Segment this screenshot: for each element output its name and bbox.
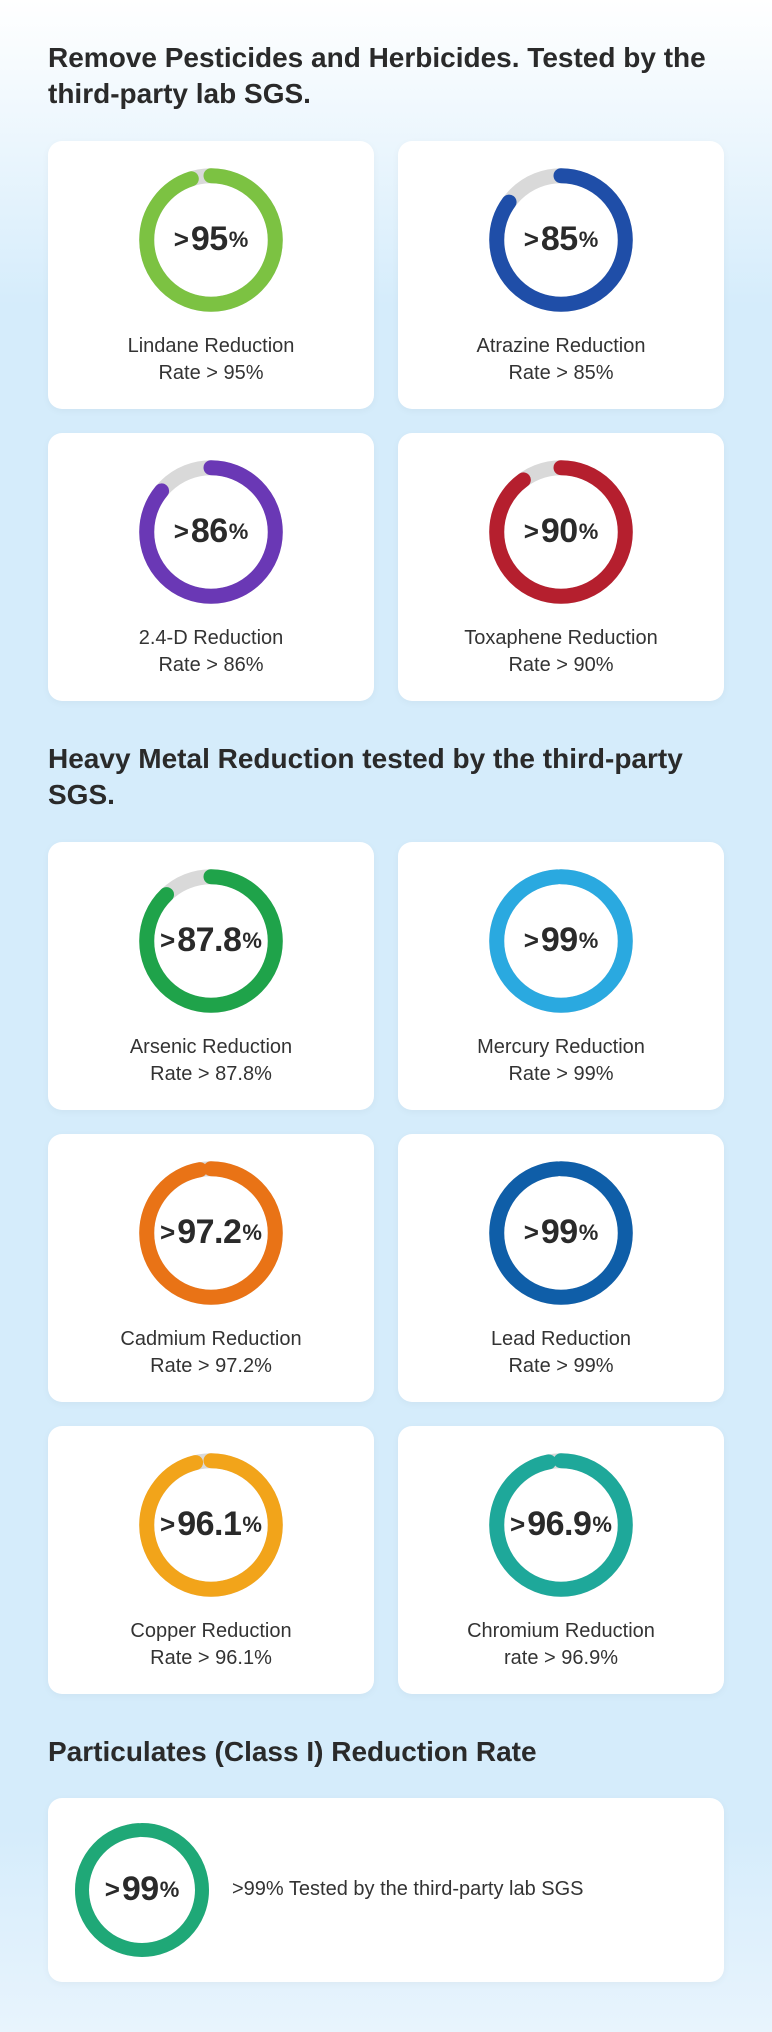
- donut-center-label: >99%: [486, 1158, 636, 1308]
- metric-card: >97.2% Cadmium Reduction Rate > 97.2%: [48, 1134, 374, 1402]
- donut-chart: >96.9%: [486, 1450, 636, 1600]
- donut-chart: >99%: [486, 866, 636, 1016]
- donut-chart: >90%: [486, 457, 636, 607]
- metric-name: Cadmium Reduction: [120, 1326, 301, 1353]
- metric-rate: Rate > 95%: [158, 360, 263, 387]
- metric-name: Copper Reduction: [130, 1618, 291, 1645]
- metric-rate: Rate > 97.2%: [150, 1353, 272, 1380]
- metric-rate: Rate > 96.1%: [150, 1645, 272, 1672]
- metric-card: >85% Atrazine Reduction Rate > 85%: [398, 141, 724, 409]
- donut-center-label: >95%: [136, 165, 286, 315]
- donut-value: 99: [122, 1870, 159, 1909]
- donut-value: 87.8: [177, 921, 241, 960]
- donut-center-label: >87.8%: [136, 866, 286, 1016]
- donut-value: 85: [541, 220, 578, 259]
- metric-card: >87.8% Arsenic Reduction Rate > 87.8%: [48, 842, 374, 1110]
- donut-value: 99: [541, 921, 578, 960]
- metric-rate: Rate > 86%: [158, 652, 263, 679]
- donut-center-label: >90%: [486, 457, 636, 607]
- metric-rate: Rate > 99%: [508, 1353, 613, 1380]
- donut-chart: >95%: [136, 165, 286, 315]
- donut-value: 96.9: [527, 1505, 591, 1544]
- donut-chart: >96.1%: [136, 1450, 286, 1600]
- donut-chart: >87.8%: [136, 866, 286, 1016]
- donut-chart: >99%: [72, 1820, 212, 1960]
- metric-name: Arsenic Reduction: [130, 1034, 292, 1061]
- metric-name: Chromium Reduction: [467, 1618, 655, 1645]
- metric-rate: Rate > 87.8%: [150, 1061, 272, 1088]
- metric-card: >96.9% Chromium Reduction rate > 96.9%: [398, 1426, 724, 1694]
- donut-chart: >99%: [486, 1158, 636, 1308]
- metric-card: >86% 2.4-D Reduction Rate > 86%: [48, 433, 374, 701]
- metric-card: >90% Toxaphene Reduction Rate > 90%: [398, 433, 724, 701]
- donut-value: 97.2: [177, 1213, 241, 1252]
- metric-name: 2.4-D Reduction: [139, 625, 284, 652]
- metric-name: Mercury Reduction: [477, 1034, 645, 1061]
- donut-center-label: >85%: [486, 165, 636, 315]
- donut-center-label: >99%: [486, 866, 636, 1016]
- donut-chart: >86%: [136, 457, 286, 607]
- donut-center-label: >97.2%: [136, 1158, 286, 1308]
- donut-value: 96.1: [177, 1505, 241, 1544]
- section1-grid: >95% Lindane Reduction Rate > 95% >85% A…: [48, 141, 724, 701]
- metric-rate: Rate > 99%: [508, 1061, 613, 1088]
- section2-title: Heavy Metal Reduction tested by the thir…: [48, 741, 724, 814]
- section3-card: >99% >99% Tested by the third-party lab …: [48, 1798, 724, 1982]
- donut-center-label: >86%: [136, 457, 286, 607]
- donut-center-label: >96.1%: [136, 1450, 286, 1600]
- section1-title: Remove Pesticides and Herbicides. Tested…: [48, 40, 724, 113]
- metric-name: Lindane Reduction: [128, 333, 295, 360]
- metric-card: >95% Lindane Reduction Rate > 95%: [48, 141, 374, 409]
- metric-rate: rate > 96.9%: [504, 1645, 618, 1672]
- section3-text: >99% Tested by the third-party lab SGS: [232, 1878, 584, 1901]
- metric-rate: Rate > 85%: [508, 360, 613, 387]
- section2-grid: >87.8% Arsenic Reduction Rate > 87.8% >9…: [48, 842, 724, 1694]
- metric-name: Atrazine Reduction: [477, 333, 646, 360]
- section3-title: Particulates (Class I) Reduction Rate: [48, 1734, 724, 1770]
- metric-card: >99% Mercury Reduction Rate > 99%: [398, 842, 724, 1110]
- metric-name: Lead Reduction: [491, 1326, 631, 1353]
- donut-chart: >85%: [486, 165, 636, 315]
- donut-value: 86: [191, 512, 228, 551]
- donut-value: 95: [191, 220, 228, 259]
- donut-chart: >97.2%: [136, 1158, 286, 1308]
- donut-center-label: >96.9%: [486, 1450, 636, 1600]
- donut-value: 99: [541, 1213, 578, 1252]
- metric-name: Toxaphene Reduction: [464, 625, 657, 652]
- donut-center-label: >99%: [72, 1820, 212, 1960]
- metric-rate: Rate > 90%: [508, 652, 613, 679]
- metric-card: >96.1% Copper Reduction Rate > 96.1%: [48, 1426, 374, 1694]
- donut-value: 90: [541, 512, 578, 551]
- metric-card: >99% Lead Reduction Rate > 99%: [398, 1134, 724, 1402]
